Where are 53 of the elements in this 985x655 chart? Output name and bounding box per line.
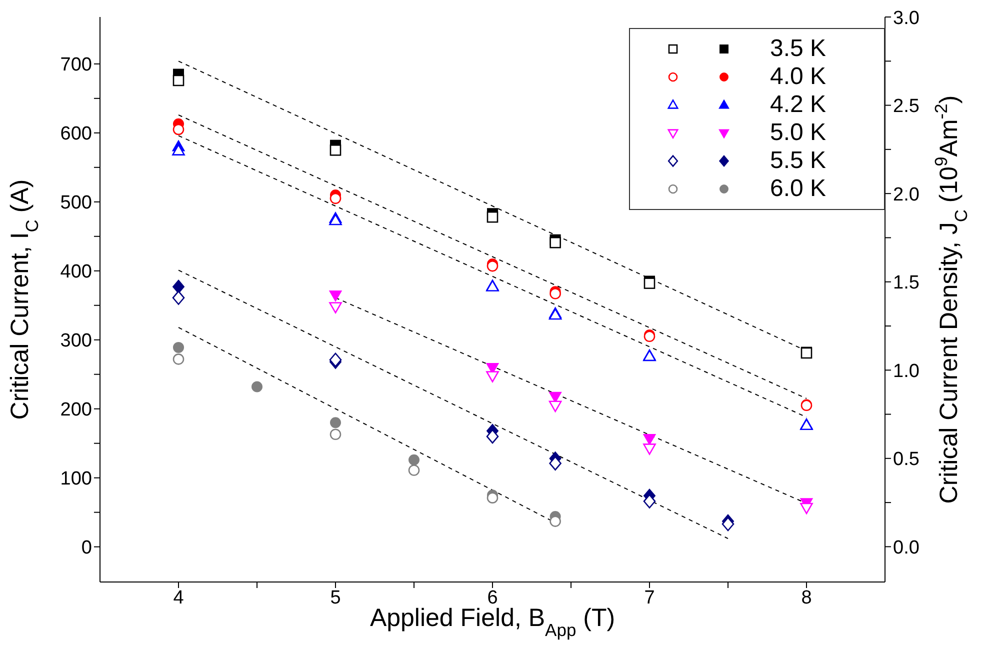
y2-tick-label: 1.0 xyxy=(893,360,920,382)
point xyxy=(329,290,342,302)
point xyxy=(172,124,184,136)
y2-tick-label: 2.0 xyxy=(893,184,920,206)
y2-tick-label: 0.5 xyxy=(893,449,920,470)
y2-tick-label: 1.5 xyxy=(893,272,920,294)
point xyxy=(172,74,184,86)
point xyxy=(408,454,420,466)
legend-label: 5.0 K xyxy=(770,119,826,147)
y2-tick-label: 2.5 xyxy=(893,96,920,118)
point xyxy=(486,429,499,444)
legend-label: 6.0 K xyxy=(770,175,826,203)
point xyxy=(172,290,185,305)
point xyxy=(252,381,262,392)
point xyxy=(330,192,342,204)
legend-label: 4.0 K xyxy=(770,63,826,91)
point xyxy=(486,260,498,272)
point xyxy=(722,516,734,532)
point xyxy=(550,516,561,527)
point xyxy=(330,144,342,156)
x-tick-label: 7 xyxy=(644,587,655,608)
point xyxy=(486,492,498,504)
point xyxy=(549,456,562,470)
y-tick-label: 600 xyxy=(60,124,92,145)
point xyxy=(408,464,420,476)
legend-label: 4.2 K xyxy=(770,91,826,119)
point xyxy=(800,502,813,514)
y-tick-label: 700 xyxy=(60,54,92,76)
point xyxy=(172,354,184,365)
point xyxy=(330,428,342,440)
legend-label: 5.5 K xyxy=(770,147,826,175)
x-tick-label: 5 xyxy=(330,587,341,608)
x-tick-label: 4 xyxy=(173,587,184,608)
y2-tick-label: 3.0 xyxy=(893,8,920,29)
point xyxy=(330,417,341,428)
point xyxy=(643,494,656,508)
x-tick-label: 8 xyxy=(801,587,812,608)
point xyxy=(173,342,184,353)
point xyxy=(486,371,499,382)
point xyxy=(643,444,656,455)
y-tick-label: 300 xyxy=(60,330,92,352)
y2-tick-label: 0.0 xyxy=(893,537,920,558)
point xyxy=(172,280,184,294)
point xyxy=(548,400,562,412)
point xyxy=(329,302,342,314)
y-tick-label: 500 xyxy=(60,192,92,214)
point xyxy=(486,211,498,223)
y-tick-label: 400 xyxy=(60,262,92,283)
y-tick-label: 100 xyxy=(60,468,92,490)
legend-label: 3.5 K xyxy=(770,35,826,63)
y-tick-label: 0 xyxy=(81,538,92,559)
y-tick-label: 200 xyxy=(60,400,92,421)
point xyxy=(550,236,561,248)
